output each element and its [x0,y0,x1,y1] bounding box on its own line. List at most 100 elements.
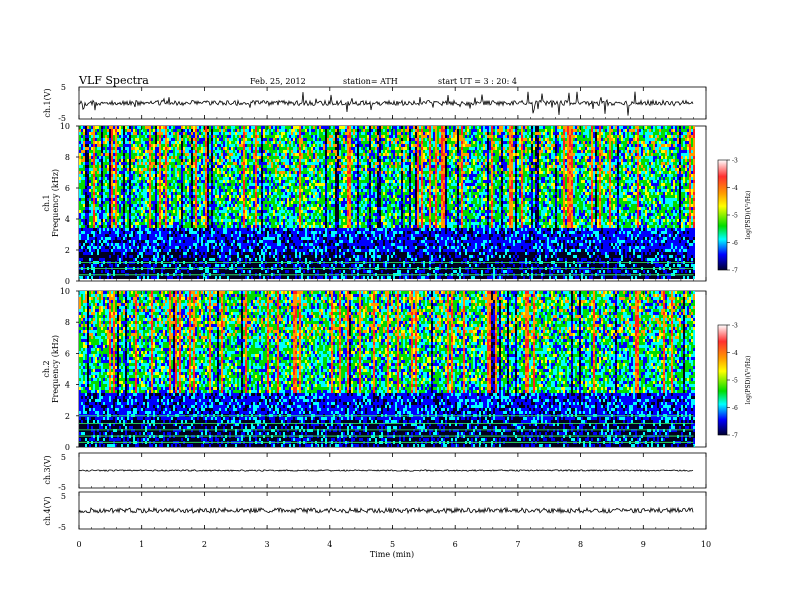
spectrogram-cell [145,210,147,213]
spectrogram-cell [117,153,119,156]
spectrogram-cell [139,144,141,147]
spectrogram-cell [259,153,261,156]
spectrogram-cell [195,162,197,165]
spectrogram-cell [241,126,243,129]
spectrogram-cell [175,135,177,138]
spectrogram-cell [81,165,83,168]
spectrogram-cell [195,231,197,234]
spectrogram-cell [247,147,249,150]
spectrogram-cell [227,234,229,237]
spectrogram-cell [249,228,251,231]
spectrogram-cell [93,135,95,138]
spectrogram-cell [197,186,199,189]
spectrogram-cell [251,213,253,216]
spectrogram-cell [203,183,205,186]
spectrogram-cell [119,159,121,162]
spectrogram-cell [197,270,199,273]
spectrogram-cell [103,207,105,210]
spectrogram-cell [191,147,193,150]
spectrogram-cell [193,129,195,132]
spectrogram-cell [163,231,165,234]
spectrogram-cell [197,240,199,243]
spectrogram-cell [133,249,135,252]
spectrogram-cell [199,234,201,237]
spectrogram-cell [97,228,99,231]
spectrogram-cell [243,144,245,147]
spectrogram-cell [147,138,149,141]
spectrogram-cell [115,177,117,180]
spectrogram-cell [235,192,237,195]
spectrogram-cell [115,222,117,225]
spectrogram-cell [139,159,141,162]
spectrogram-cell [97,141,99,144]
spectrogram-cell [265,132,267,135]
spectrogram-cell [213,195,215,198]
spectrogram-cell [169,216,171,219]
spectrogram-cell [265,219,267,222]
spectrogram-cell [191,249,193,252]
spectrogram-cell [87,156,89,159]
spectrogram-cell [233,192,235,195]
spectrogram-cell [243,171,245,174]
spectrogram-cell [201,222,203,225]
spectrogram-cell [149,231,151,234]
spectrogram-cell [93,141,95,144]
spectrogram-cell [261,168,263,171]
spectrogram-cell [239,249,241,252]
spectrogram-cell [97,243,99,246]
spectrogram-cell [243,255,245,258]
spectrogram-cell [111,195,113,198]
spectrogram-cell [109,207,111,210]
spectrogram-cell [143,201,145,204]
spectrogram-cell [131,228,133,231]
spectrogram-cell [213,222,215,225]
spectrogram-cell [229,186,231,189]
spectrogram-cell [91,156,93,159]
spectrogram-cell [223,216,225,219]
spectrogram-cell [201,219,203,222]
spectrogram-cell [93,153,95,156]
spectrogram-cell [263,171,265,174]
spectrogram-cell [241,234,243,237]
spectrogram-cell [133,234,135,237]
spectrogram-cell [157,219,159,222]
spectrogram-cell [109,141,111,144]
spectrogram-cell [81,222,83,225]
spectrogram-cell [101,189,103,192]
spectrogram-cell [89,222,91,225]
spectrogram-cell [165,249,167,252]
spectrogram-cell [127,183,129,186]
spectrogram-cell [101,249,103,252]
spectrogram-cell [145,258,147,261]
spectrogram-cell [183,165,185,168]
spectrogram-cell [247,141,249,144]
spectrogram-cell [225,138,227,141]
spectrogram-cell [151,276,153,279]
spectrogram-cell [269,159,271,162]
spectrogram-cell [139,180,141,183]
spectrogram-cell [149,204,151,207]
spectrogram-cell [267,258,269,261]
spectrogram-cell [267,210,269,213]
spectrogram-cell [247,144,249,147]
spectrogram-cell [97,129,99,132]
spectrogram-cell [105,234,107,237]
spectrogram-cell [261,198,263,201]
spectrogram-cell [217,183,219,186]
spectrogram-cell [83,204,85,207]
spectrogram-cell [121,210,123,213]
spectrogram-cell [257,225,259,228]
spectrogram-cell [121,204,123,207]
spectrogram-cell [171,150,173,153]
spectrogram-cell [95,192,97,195]
spectrogram-cell [111,270,113,273]
spectrogram-cell [133,219,135,222]
spectrogram-cell [199,240,201,243]
spectrogram-cell [93,216,95,219]
spectrogram-cell [141,255,143,258]
spectrogram-cell [185,156,187,159]
spectrogram-cell [163,264,165,267]
spectrogram-cell [125,162,127,165]
spectrogram-cell [103,129,105,132]
spectrogram-cell [155,195,157,198]
